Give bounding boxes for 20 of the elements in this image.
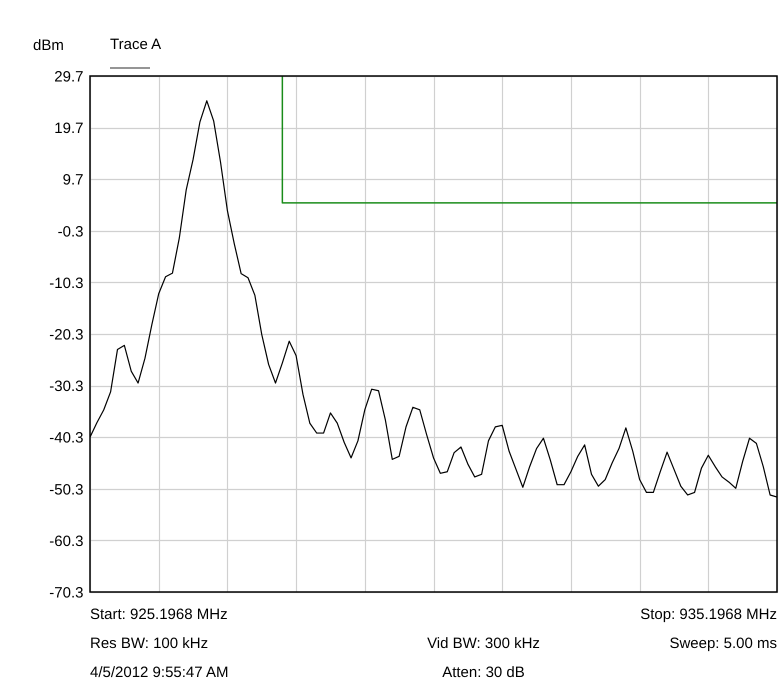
text: 4/5/2012 9:55:47 AM: [90, 664, 228, 681]
y-tick-label: 29.7: [54, 68, 84, 86]
y-tick-label: -0.3: [58, 223, 84, 240]
y-tick-label: -50.3: [49, 481, 84, 498]
y-tick-label: -60.3: [49, 532, 84, 550]
text: Start: 925.1968 MHz: [90, 606, 228, 623]
y-tick-label: -40.3: [49, 430, 84, 447]
y-tick-label: -30.3: [49, 378, 84, 396]
y-tick-label: -70.3: [49, 584, 84, 602]
y-tick-label: -10.3: [49, 274, 84, 292]
text: Stop: 935.1968 MHz: [640, 606, 777, 623]
y-tick-label: 9.7: [62, 172, 84, 189]
y-tick-label: 19.7: [54, 120, 84, 138]
text: Vid BW: 300 kHz: [427, 635, 540, 652]
y-axis-title: dBm: [33, 37, 64, 54]
y-tick-label: -20.3: [49, 326, 84, 344]
text: Res BW: 100 kHz: [90, 635, 208, 652]
text: Trace A: [110, 36, 162, 53]
text: Sweep: 5.00 ms: [669, 635, 777, 652]
text: Atten: 30 dB: [442, 664, 525, 681]
